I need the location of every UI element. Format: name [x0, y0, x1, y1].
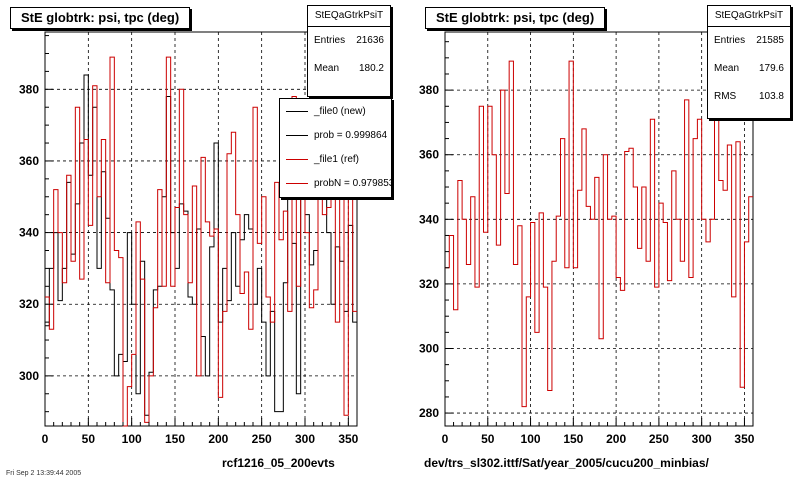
- x-tick-label: 300: [692, 432, 712, 446]
- legend-swatch-ref: [286, 158, 308, 160]
- right-stats-mean-value: 179.6: [758, 63, 784, 74]
- legend-item-ref: _file1 (ref): [280, 147, 391, 171]
- x-tick-label: 350: [734, 432, 754, 446]
- x-tick-label: 0: [442, 432, 449, 446]
- right-stats-rms-value: 103.8: [758, 91, 784, 102]
- y-tick-label: 280: [419, 406, 439, 420]
- left-chart-title: StE globtrk: psi, tpc (deg): [10, 7, 191, 29]
- right-stats-entries-row: Entries 21585: [708, 27, 790, 55]
- left-stats-entries-row: Entries 21636: [308, 27, 390, 55]
- y-tick-label: 340: [19, 226, 39, 240]
- x-tick-label: 250: [252, 432, 272, 446]
- legend-swatch-new: [286, 110, 308, 112]
- right-stats-box: StEQaGtrkPsiT Entries 21585 Mean 179.6 R…: [707, 5, 791, 119]
- left-footer-label: rcf1216_05_200evts: [222, 456, 335, 470]
- right-chart-title: StE globtrk: psi, tpc (deg): [425, 7, 606, 29]
- right-stats-rms-row: RMS 103.8: [708, 83, 790, 111]
- left-chart: 0 50 100 150 200 250 300 350 300 320 340 360 380: [19, 31, 359, 446]
- legend-item-prob: prob = 0.999864: [280, 123, 391, 147]
- y-tick-label: 320: [19, 297, 39, 311]
- legend-swatch-prob: [286, 134, 308, 136]
- legend-item-new: _file0 (new): [280, 99, 391, 123]
- x-tick-label: 250: [649, 432, 669, 446]
- left-stats-mean-label: Mean: [314, 63, 340, 74]
- x-tick-label: 150: [563, 432, 583, 446]
- y-tick-label: 360: [19, 154, 39, 168]
- left-stats-entries-label: Entries: [314, 35, 346, 46]
- right-stats-mean-row: Mean 179.6: [708, 55, 790, 83]
- left-stats-mean-value: 180.2: [358, 63, 384, 74]
- right-stats-rms-label: RMS: [714, 91, 737, 102]
- legend-label-ref: _file1 (ref): [314, 153, 360, 165]
- legend-swatch-probn: [286, 182, 308, 184]
- right-stats-name: StEQaGtrkPsiT: [708, 6, 790, 27]
- y-tick-label: 380: [19, 82, 39, 96]
- y-tick-label: 320: [419, 277, 439, 291]
- x-tick-label: 150: [165, 432, 185, 446]
- left-legend: _file0 (new) prob = 0.999864 _file1 (ref…: [279, 98, 392, 198]
- left-stats-mean-row: Mean 180.2: [308, 55, 390, 83]
- x-tick-label: 300: [295, 432, 315, 446]
- left-stats-name: StEQaGtrkPsiT: [308, 6, 390, 27]
- x-tick-label: 200: [208, 432, 228, 446]
- right-stats-entries-value: 21585: [756, 35, 784, 46]
- legend-label-probn: probN = 0.979853: [314, 177, 392, 189]
- y-tick-label: 380: [419, 83, 439, 97]
- legend-label-prob: prob = 0.999864: [314, 129, 388, 141]
- right-stats-entries-label: Entries: [714, 35, 746, 46]
- y-tick-label: 360: [419, 148, 439, 162]
- x-tick-label: 0: [42, 432, 49, 446]
- right-chart: 0 50 100 150 200 250 300 350 280 300 320 340 360 380: [419, 31, 755, 446]
- x-tick-label: 100: [122, 432, 142, 446]
- right-stats-mean-label: Mean: [714, 63, 740, 74]
- left-stats-box: StEQaGtrkPsiT Entries 21636 Mean 180.2: [307, 5, 391, 97]
- y-tick-label: 300: [419, 341, 439, 355]
- x-tick-label: 200: [606, 432, 626, 446]
- x-tick-label: 50: [82, 432, 96, 446]
- left-stats-entries-value: 21636: [356, 35, 384, 46]
- x-tick-label: 50: [481, 432, 495, 446]
- right-footer-label: dev/trs_sl302.ittf/Sat/year_2005/cucu200…: [424, 456, 709, 470]
- legend-item-probn: probN = 0.979853: [280, 171, 391, 195]
- legend-label-new: _file0 (new): [314, 105, 366, 117]
- x-tick-label: 100: [521, 432, 541, 446]
- y-tick-label: 340: [419, 212, 439, 226]
- x-tick-label: 350: [338, 432, 358, 446]
- corner-timestamp: Fri Sep 2 13:39:44 2005: [6, 470, 82, 477]
- y-tick-label: 300: [19, 369, 39, 383]
- histogram-series: [445, 60, 753, 408]
